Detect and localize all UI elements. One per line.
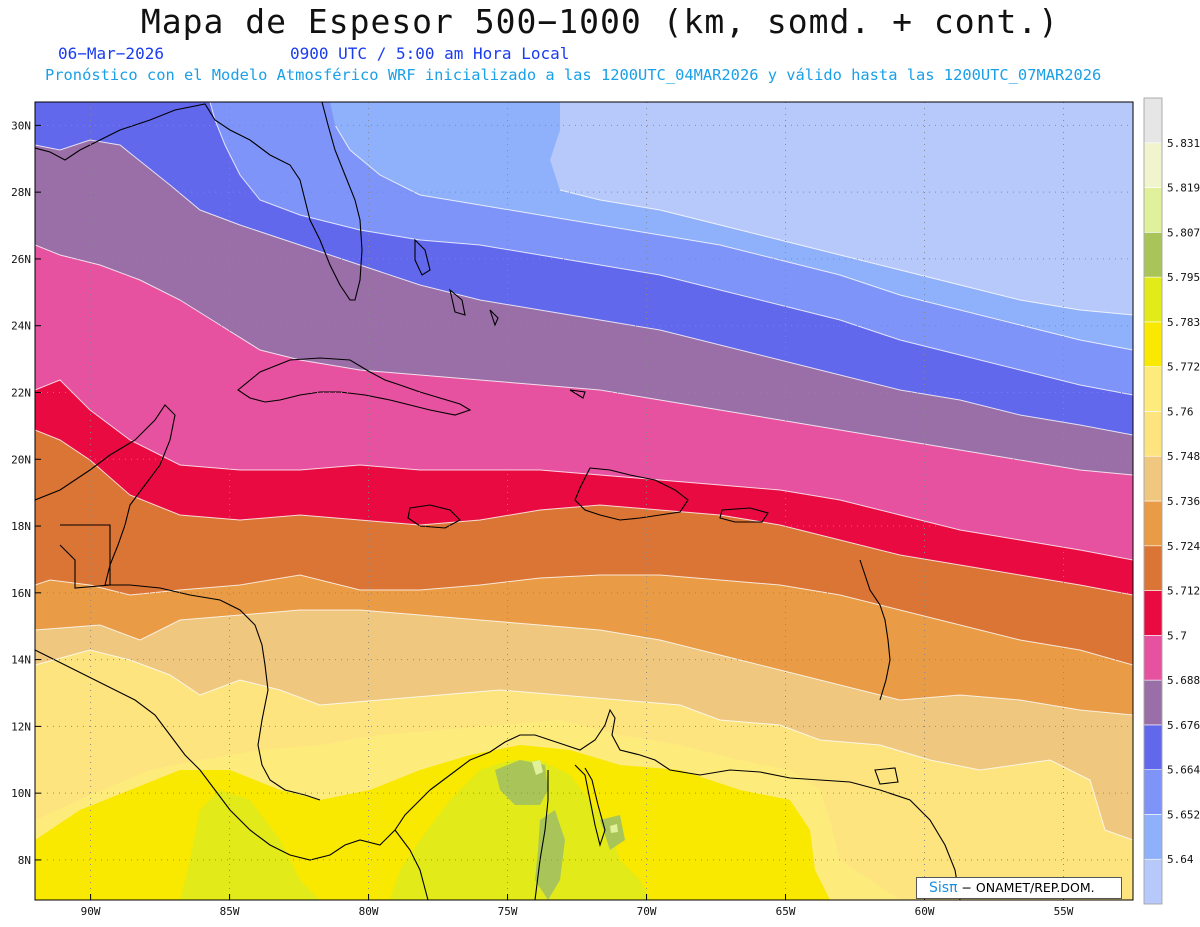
colorbar-label: 5.688 (1167, 674, 1200, 687)
turks (569, 389, 586, 399)
colorbar-swatch (1143, 679, 1163, 726)
lat-tick-label: 16N (11, 587, 31, 600)
lat-tick-label: 20N (11, 453, 31, 466)
maracaibo (574, 764, 606, 847)
jamaica (407, 504, 461, 529)
lon-tick-label: 55W (1054, 905, 1074, 918)
andes (534, 770, 549, 900)
yucatan (35, 404, 176, 586)
credit-text: − ONAMET/REP.DOM. (961, 880, 1095, 895)
colorbar-swatch (1143, 411, 1163, 457)
bahamas-1 (414, 238, 431, 276)
colorbar-swatch (1143, 455, 1163, 502)
band-5-64 (550, 102, 1133, 315)
colorbar-label: 5.736 (1167, 495, 1200, 508)
lon-tick-label: 80W (359, 905, 379, 918)
colorbar-label: 5.807 (1167, 226, 1200, 239)
lon-tick-label: 70W (637, 905, 657, 918)
colorbar-swatch (1143, 321, 1163, 367)
colorbar-swatch (1143, 142, 1163, 188)
band-5-807 (495, 760, 625, 900)
hispaniola (574, 467, 689, 521)
colorbar-label: 5.7 (1167, 629, 1187, 642)
colorbar-label: 5.712 (1167, 585, 1200, 598)
lat-tick-label: 10N (11, 787, 31, 800)
colorbar-label: 5.676 (1167, 719, 1200, 732)
colorbar: 5.64 5.652 5.664 5.676 5.688 5.7 5.712 5.724 5.7… (1143, 97, 1200, 905)
contour-lines (35, 102, 1133, 841)
trinidad (874, 767, 899, 785)
lat-tick-label: 26N (11, 253, 31, 266)
colorbar-label: 5.76 (1167, 405, 1194, 418)
colorbar-swatch (1143, 276, 1163, 323)
colorbar-label: 5.748 (1167, 450, 1200, 463)
colorbar-swatch (1143, 187, 1163, 233)
lat-tick-label: 30N (11, 119, 31, 132)
colorbar-label: 5.831 (1167, 137, 1200, 150)
puerto-rico (719, 507, 769, 523)
colorbar-swatch (1143, 590, 1163, 636)
colorbar-swatch (1143, 814, 1163, 860)
lon-tick-label: 85W (220, 905, 240, 918)
map-title: Mapa de Espesor 500−1000 (km, somd. + co… (140, 2, 1060, 41)
cuba (237, 357, 472, 416)
lon-tick-label: 60W (915, 905, 935, 918)
colorbar-swatch (1143, 232, 1163, 278)
south-america-coast (429, 708, 961, 900)
graticule (35, 102, 1133, 900)
colorbar-swatch (1143, 635, 1163, 681)
map-plot-area (35, 102, 1133, 900)
colorbar-label: 5.819 (1167, 182, 1200, 195)
lat-tick-label: 14N (11, 654, 31, 667)
colorbar-swatch (1143, 545, 1163, 591)
colorbar-label: 5.664 (1167, 764, 1200, 777)
colorbar-swatch (1143, 97, 1163, 144)
bahamas-2 (449, 288, 466, 316)
colorbar-swatch (1143, 500, 1163, 547)
colorbar-swatch (1143, 858, 1163, 905)
colorbar-frame (1143, 97, 1163, 905)
colorbar-swatch (1143, 724, 1163, 770)
map-frame (34, 101, 1134, 901)
colorbar-swatch (1143, 366, 1163, 412)
model-description: Pronóstico con el Modelo Atmosférico WRF… (45, 66, 1102, 84)
credit-brand: Sisπ (929, 880, 958, 896)
colombia-border (394, 829, 429, 900)
lat-tick-label: 22N (11, 386, 31, 399)
coastlines (35, 102, 961, 900)
lon-tick-label: 65W (776, 905, 796, 918)
lon-tick-label: 75W (498, 905, 518, 918)
colorbar-label: 5.724 (1167, 540, 1200, 553)
lat-tick-label: 12N (11, 720, 31, 733)
axis-ticks: 30N 28N 26N 24N 22N 20N 18N 16N 14N 12N 10N 8N 90W 85… (11, 119, 1074, 918)
bahamas-3 (489, 309, 499, 327)
band-5-819 (532, 760, 618, 833)
forecast-time: 0900 UTC / 5:00 am Hora Local (290, 44, 570, 63)
credit-box: Sisπ − ONAMET/REP.DOM. (916, 877, 1122, 899)
colorbar-label: 5.772 (1167, 361, 1200, 374)
colorbar-swatch (1143, 769, 1163, 815)
lon-tick-label: 90W (81, 905, 101, 918)
colorbar-label: 5.64 (1167, 853, 1194, 866)
lat-tick-label: 28N (11, 186, 31, 199)
lat-tick-label: 8N (18, 854, 31, 867)
colorbar-label: 5.795 (1167, 271, 1200, 284)
us-gulf-coast (35, 102, 363, 301)
lesser-antilles (859, 559, 891, 701)
colorbar-label: 5.652 (1167, 808, 1200, 821)
lat-tick-label: 24N (11, 320, 31, 333)
central-america (35, 649, 431, 861)
lat-tick-label: 18N (11, 520, 31, 533)
colorbar-label: 5.783 (1167, 316, 1200, 329)
mexico-border (59, 524, 111, 589)
forecast-date: 06−Mar−2026 (58, 44, 164, 63)
